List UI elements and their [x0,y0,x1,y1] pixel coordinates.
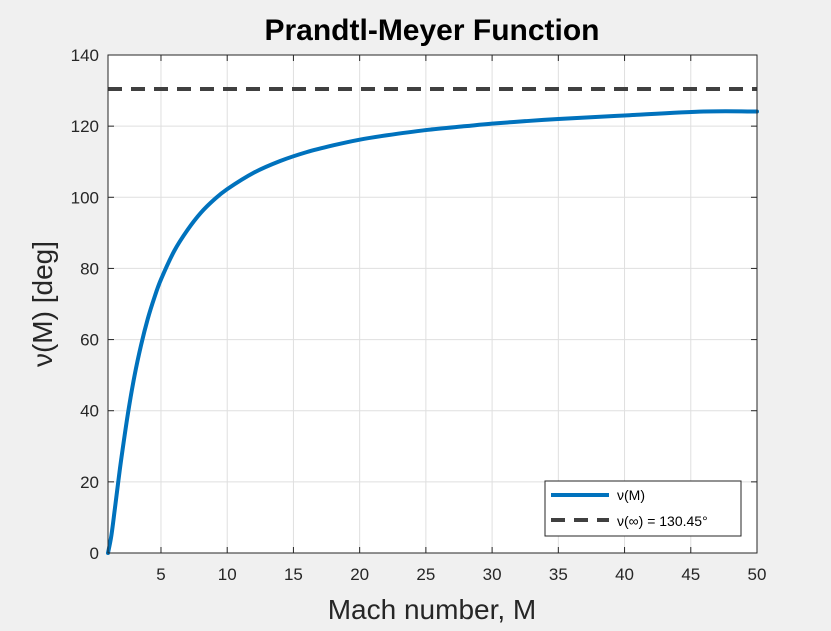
series-layer [106,86,759,555]
y-tick-label: 80 [80,259,99,278]
y-axis-label: ν(M) [deg] [27,241,58,367]
y-tick-label: 40 [80,402,99,421]
prandtl-meyer-curve [106,109,759,555]
legend-label-asymptote: ν(∞) = 130.45° [617,513,708,529]
x-axis-label: Mach number, M [328,594,537,625]
axes-box [107,54,758,554]
x-tick-label: 30 [483,565,502,584]
x-tick-label: 10 [218,565,237,584]
x-tick-label: 5 [156,565,165,584]
y-tick-label: 0 [90,544,99,563]
x-tick-label: 50 [748,565,767,584]
x-tick-label: 25 [416,565,435,584]
y-tick-label: 20 [80,473,99,492]
legend-box [544,480,742,537]
axes-background [108,55,757,553]
ticks: 5 10 15 20 25 30 35 40 45 50 0 20 40 60 80 100 120 140 [71,46,767,584]
x-tick-label: 35 [549,565,568,584]
y-tick-label: 140 [71,46,99,65]
x-tick-label: 40 [615,565,634,584]
legend-label-curve: ν(M) [617,487,645,503]
y-tick-label: 100 [71,188,99,207]
x-tick-label: 15 [284,565,303,584]
x-tick-label: 20 [350,565,369,584]
chart-title: Prandtl-Meyer Function [264,14,599,47]
y-tick-label: 120 [71,117,99,136]
legend: ν(M) ν(∞) = 130.45° [544,480,742,537]
y-tick-label: 60 [80,331,99,350]
x-tick-label: 45 [681,565,700,584]
